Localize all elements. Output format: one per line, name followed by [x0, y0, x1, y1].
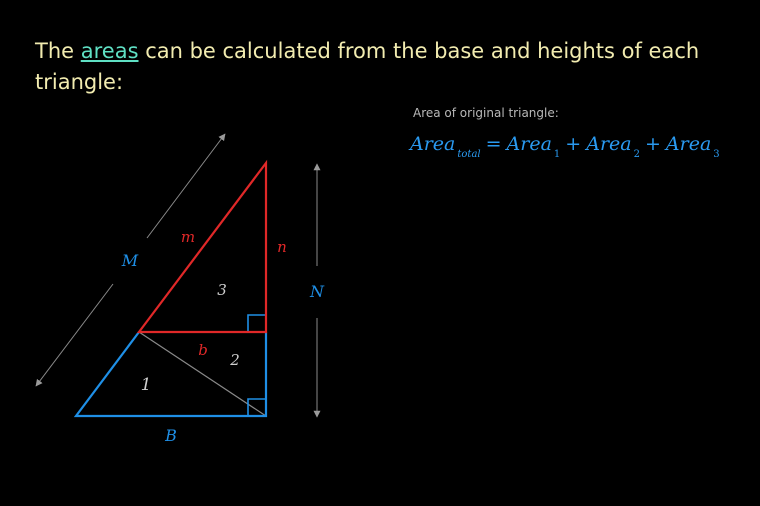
label-N: N — [309, 282, 325, 301]
label-B: B — [164, 426, 177, 445]
formula-plus-2: + — [644, 133, 661, 155]
small-triangle-outline — [136, 159, 268, 334]
formula-area-3: Area — [665, 133, 712, 155]
heading-text-after: can be calculated from the base and heig… — [35, 39, 700, 94]
right-angle-marker-top — [247, 314, 266, 332]
dimension-line-M-upper — [146, 133, 226, 239]
formula-subscript-total: total — [457, 149, 481, 160]
large-triangle-outline — [73, 331, 268, 418]
formula-area-1: Area — [506, 133, 552, 155]
dimension-line-M-lower — [35, 283, 114, 387]
label-m: m — [181, 228, 195, 246]
heading-text-before: The — [35, 39, 81, 63]
label-region-1: 1 — [141, 375, 152, 395]
area-caption: Area of original triangle: — [413, 106, 559, 120]
interior-divider-line — [138, 331, 267, 417]
right-angle-marker-bottom — [247, 398, 266, 416]
area-formula: Area total = Area 1 + Area 2 + Area 3 — [410, 133, 723, 160]
label-region-3: 3 — [217, 281, 227, 299]
label-b: b — [198, 341, 208, 359]
label-n: n — [277, 238, 287, 256]
label-M: M — [121, 251, 139, 270]
formula-subscript-2: 2 — [633, 149, 640, 160]
formula-subscript-3: 3 — [713, 149, 720, 160]
formula-area-total: Area — [410, 133, 456, 155]
areas-link[interactable]: areas — [80, 39, 139, 63]
heading: The areas can be calculated from the bas… — [35, 36, 715, 98]
formula-area-2: Area — [586, 133, 632, 155]
formula-subscript-1: 1 — [553, 149, 561, 160]
label-region-2: 2 — [229, 351, 240, 369]
formula-equals: = — [485, 133, 502, 155]
formula-plus-1: + — [565, 133, 582, 155]
